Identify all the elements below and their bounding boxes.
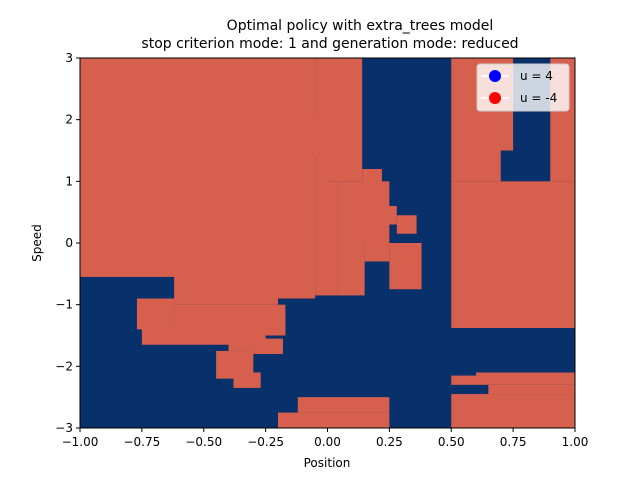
region-u-neg xyxy=(372,206,397,225)
x-tick-label: −0.25 xyxy=(247,435,284,449)
region-u-pos xyxy=(451,328,575,370)
legend-label-u-neg: u = -4 xyxy=(520,91,557,105)
chart-subtitle: stop criterion mode: 1 and generation mo… xyxy=(141,36,518,52)
region-u-neg xyxy=(253,338,283,354)
x-axis: −1.00 −0.75 −0.50 −0.25 0.00 0.25 0.50 0.75 1.00 xyxy=(62,428,589,449)
region-u-neg xyxy=(136,298,175,330)
legend-entry-u-pos: u = 4 xyxy=(481,69,553,83)
region-u-neg xyxy=(327,58,363,182)
region-u-neg xyxy=(337,181,365,296)
region-u-neg xyxy=(396,215,417,234)
region-u-neg xyxy=(451,394,575,428)
y-tick-label: 3 xyxy=(65,51,73,65)
legend-marker-u-pos xyxy=(489,70,501,82)
x-tick-label: −1.00 xyxy=(62,435,99,449)
region-u-neg xyxy=(488,384,575,395)
y-tick-label: 1 xyxy=(65,174,73,188)
region-u-neg xyxy=(233,372,261,388)
region-u-neg xyxy=(389,243,422,290)
y-tick-label: 0 xyxy=(65,236,73,250)
x-axis-label: Position xyxy=(304,456,351,470)
y-axis: −3 −2 −1 0 1 2 3 xyxy=(55,51,80,435)
region-u-neg xyxy=(174,58,278,305)
x-tick-label: −0.50 xyxy=(185,435,222,449)
chart-title: Optimal policy with extra_trees model xyxy=(227,18,494,34)
region-u-neg xyxy=(327,181,338,296)
x-tick-label: 0.50 xyxy=(438,435,465,449)
region-u-neg xyxy=(451,181,575,329)
region-u-neg xyxy=(315,58,328,296)
region-u-neg xyxy=(451,372,575,385)
legend-marker-u-neg xyxy=(489,92,501,104)
legend-entry-u-neg: u = -4 xyxy=(481,91,557,105)
x-tick-label: 0.25 xyxy=(376,435,403,449)
y-tick-label: −3 xyxy=(55,421,73,435)
legend: u = 4 u = -4 xyxy=(476,63,570,112)
x-tick-label: 1.00 xyxy=(562,435,589,449)
x-tick-label: 0.00 xyxy=(314,435,341,449)
region-u-neg xyxy=(278,58,316,299)
x-tick-label: −0.75 xyxy=(123,435,160,449)
x-tick-label: 0.75 xyxy=(500,435,527,449)
plot-area xyxy=(80,58,575,428)
region-u-neg xyxy=(278,412,390,428)
legend-label-u-pos: u = 4 xyxy=(520,69,553,83)
y-tick-label: −1 xyxy=(55,298,73,312)
region-u-neg xyxy=(233,350,254,364)
region-u-neg xyxy=(80,58,179,277)
y-tick-label: −2 xyxy=(55,359,73,373)
y-tick-label: 2 xyxy=(65,113,73,127)
region-u-pos xyxy=(451,369,476,376)
y-axis-label: Speed xyxy=(30,224,44,262)
region-u-neg xyxy=(141,326,229,345)
region-u-neg xyxy=(297,397,390,413)
